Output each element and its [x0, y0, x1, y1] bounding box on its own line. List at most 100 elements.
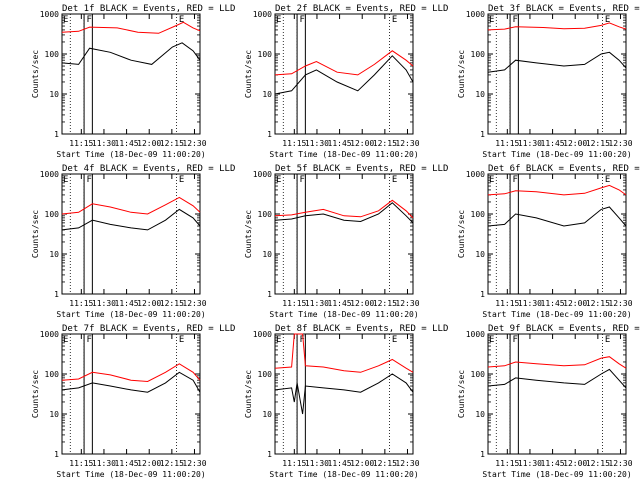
events-series-line	[274, 55, 414, 95]
panel-title: Det 9f BLACK = Events, RED = LLD	[488, 324, 640, 334]
lld-series-line	[274, 50, 414, 76]
x-axis-label: Start Time (18-Dec-09 11:00:20)	[269, 150, 418, 159]
x-tick-label: 12:00	[350, 139, 374, 148]
panel-7: Det 7f BLACK = Events, RED = LLD 1 10 100 10…	[31, 324, 235, 479]
y-tick-label: 1000	[466, 10, 485, 19]
x-tick-label: 12:00	[563, 299, 587, 308]
x-tick-label: 11:30	[305, 459, 329, 468]
x-tick-label: 12:00	[137, 459, 161, 468]
x-tick-label: 11:15	[495, 139, 519, 148]
y-tick-label: 100	[471, 210, 486, 219]
events-series-line	[487, 51, 627, 73]
x-tick-label: 11:45	[328, 139, 352, 148]
lld-series-line	[487, 22, 627, 31]
y-tick-label: 1	[54, 450, 59, 459]
y-tick-label: 1000	[40, 10, 59, 19]
marker-label: E	[179, 175, 184, 185]
x-tick-label: 12:00	[350, 299, 374, 308]
plot-frame	[487, 173, 627, 295]
panel-title: Det 5f BLACK = Events, RED = LLD	[275, 164, 448, 174]
x-axis-label: Start Time (18-Dec-09 11:00:20)	[269, 470, 418, 479]
panel-title: Det 2f BLACK = Events, RED = LLD	[275, 4, 448, 14]
x-tick-label: 12:15	[586, 299, 610, 308]
events-series-line	[61, 42, 201, 65]
x-tick-label: 11:45	[115, 299, 139, 308]
marker-label: F	[86, 335, 91, 345]
y-tick-label: 1000	[40, 170, 59, 179]
y-tick-label: 100	[45, 50, 60, 59]
x-tick-label: 12:30	[395, 139, 419, 148]
y-tick-label: 10	[475, 90, 485, 99]
plot-frame	[487, 13, 627, 135]
panel-5: Det 5f BLACK = Events, RED = LLD 1 10 100 10…	[244, 164, 448, 319]
panel-title: Det 4f BLACK = Events, RED = LLD	[62, 164, 235, 174]
marker-label: E	[392, 15, 397, 25]
y-tick-label: 1000	[253, 170, 272, 179]
marker-label: E	[605, 335, 610, 345]
y-axis-label: Counts/sec	[457, 370, 466, 418]
x-tick-label: 12:30	[395, 299, 419, 308]
y-axis-label: Counts/sec	[244, 210, 253, 258]
plot-frame	[274, 173, 414, 295]
y-tick-label: 10	[475, 410, 485, 419]
y-tick-label: 1	[480, 290, 485, 299]
marker-label: E	[489, 15, 494, 25]
x-tick-label: 12:15	[160, 139, 184, 148]
x-tick-label: 12:00	[563, 459, 587, 468]
panel-6: Det 6f BLACK = Events, RED = LLD 1 10 100 10…	[457, 164, 640, 319]
x-tick-label: 12:00	[350, 459, 374, 468]
marker-label: E	[63, 335, 68, 345]
panel-1: Det 1f BLACK = Events, RED = LLD 1 10 100 10…	[31, 4, 235, 159]
marker-label: E	[179, 15, 184, 25]
x-axis-label: Start Time (18-Dec-09 11:00:20)	[269, 310, 418, 319]
x-axis-label: Start Time (18-Dec-09 11:00:20)	[56, 470, 205, 479]
y-axis-label: Counts/sec	[244, 370, 253, 418]
lld-series-line	[487, 184, 627, 196]
x-tick-label: 12:15	[586, 139, 610, 148]
events-series-line	[487, 368, 627, 389]
marker-label: E	[179, 335, 184, 345]
marker-label: E	[63, 175, 68, 185]
x-tick-label: 12:00	[137, 299, 161, 308]
x-tick-label: 12:00	[563, 139, 587, 148]
x-tick-label: 12:30	[182, 459, 206, 468]
y-tick-label: 100	[471, 50, 486, 59]
lld-series-line	[274, 199, 414, 219]
panel-title: Det 8f BLACK = Events, RED = LLD	[275, 324, 448, 334]
x-tick-label: 11:15	[495, 299, 519, 308]
plot-frame	[274, 333, 414, 455]
x-tick-label: 12:30	[182, 299, 206, 308]
x-tick-label: 11:15	[282, 459, 306, 468]
y-tick-label: 10	[49, 410, 59, 419]
y-tick-label: 10	[262, 410, 272, 419]
x-tick-label: 11:45	[328, 459, 352, 468]
y-axis-label: Counts/sec	[31, 210, 40, 258]
x-tick-label: 12:00	[137, 139, 161, 148]
x-tick-label: 11:15	[495, 459, 519, 468]
y-tick-label: 1000	[466, 170, 485, 179]
y-axis-label: Counts/sec	[457, 50, 466, 98]
x-tick-label: 11:45	[541, 139, 565, 148]
panel-3: Det 3f BLACK = Events, RED = LLD 1 10 100 10…	[457, 4, 640, 159]
marker-label: E	[489, 335, 494, 345]
x-tick-label: 12:15	[160, 299, 184, 308]
y-tick-label: 100	[45, 370, 60, 379]
x-tick-label: 12:15	[160, 459, 184, 468]
x-tick-label: 11:15	[282, 299, 306, 308]
events-series-line	[274, 373, 414, 415]
x-axis-label: Start Time (18-Dec-09 11:00:20)	[482, 310, 631, 319]
x-tick-label: 11:30	[92, 299, 116, 308]
y-tick-label: 10	[475, 250, 485, 259]
y-axis-label: Counts/sec	[244, 50, 253, 98]
x-tick-label: 11:15	[69, 139, 93, 148]
panel-title: Det 1f BLACK = Events, RED = LLD	[62, 4, 235, 14]
events-series-line	[61, 208, 201, 231]
x-tick-label: 12:30	[608, 459, 632, 468]
x-tick-label: 11:30	[305, 299, 329, 308]
lld-series-line	[61, 21, 201, 34]
marker-label: F	[512, 335, 517, 345]
x-axis-label: Start Time (18-Dec-09 11:00:20)	[482, 470, 631, 479]
marker-label: E	[392, 175, 397, 185]
y-tick-label: 1	[480, 130, 485, 139]
marker-label: E	[605, 175, 610, 185]
